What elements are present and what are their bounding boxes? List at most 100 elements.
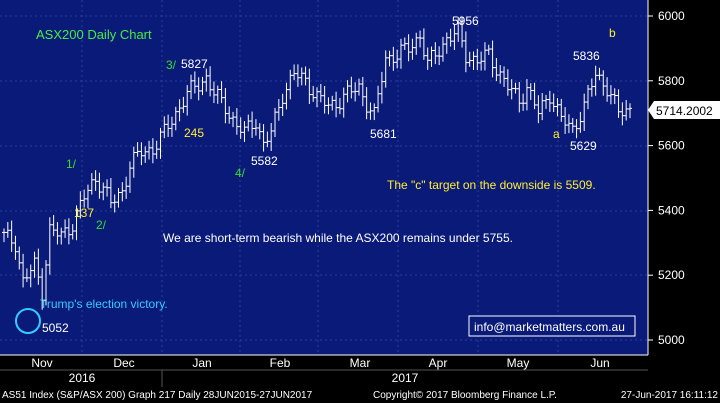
- year-label-2016: 2016: [69, 371, 96, 385]
- bearish-note: We are short-term bearish while the ASX2…: [163, 231, 513, 245]
- ohlc-bar: [208, 66, 213, 97]
- ohlc-bar: [605, 77, 610, 102]
- ohlc-bar: [299, 67, 304, 86]
- y-tick-label: 5400: [658, 203, 685, 217]
- ohlc-bar: [582, 93, 587, 131]
- ohlc-bar: [200, 76, 205, 96]
- x-tick-label: Nov: [31, 356, 52, 370]
- ohlc-bar: [231, 111, 236, 128]
- ohlc-bar: [280, 93, 285, 117]
- ohlc-bar: [242, 121, 247, 142]
- ohlc-bar: [55, 222, 60, 245]
- ohlc-bar: [612, 88, 617, 105]
- wave-label-2: 2/: [96, 218, 107, 232]
- election-note: Trump's election victory.: [40, 297, 168, 311]
- ohlc-bar: [181, 96, 186, 113]
- ohlc-bar: [124, 176, 129, 199]
- ohlc-bar: [265, 131, 270, 148]
- ohlc-bar: [547, 90, 552, 112]
- ohlc-bar: [196, 77, 201, 101]
- ohlc-bar: [349, 76, 354, 99]
- ohlc-bar: [89, 173, 94, 195]
- ohlc-bar: [337, 98, 342, 115]
- annotation-5827: 5827: [181, 57, 208, 71]
- ohlc-bar: [460, 16, 465, 48]
- ohlc-bar: [9, 220, 14, 252]
- ohlc-bar: [97, 172, 102, 199]
- ohlc-bar: [284, 82, 289, 110]
- ohlc-bar: [173, 106, 178, 131]
- ohlc-bar: [101, 182, 106, 201]
- ohlc-bar: [509, 79, 514, 100]
- ohlc-bar: [376, 85, 381, 113]
- annotation-5629: 5629: [570, 139, 597, 153]
- ohlc-bar: [402, 37, 407, 50]
- ohlc-bar: [303, 66, 308, 86]
- annotation-5681: 5681: [370, 127, 397, 141]
- ohlc-bar: [311, 85, 316, 102]
- ohlc-bar: [467, 51, 472, 67]
- ohlc-bar: [368, 102, 373, 120]
- footer-info: AS51 Index (S&P/ASX 200) Graph 217 Daily…: [2, 390, 313, 401]
- ohlc-bar: [620, 102, 625, 126]
- ohlc-bar: [177, 99, 182, 122]
- annotation-5836: 5836: [573, 49, 600, 63]
- ohlc-bar: [47, 217, 52, 275]
- plot-area: [0, 0, 648, 355]
- x-tick-label: Jun: [590, 356, 609, 370]
- ohlc-bar: [418, 30, 423, 48]
- footer-date: 27-Jun-2017 16:11:12: [621, 390, 719, 401]
- ohlc-bar: [147, 140, 152, 160]
- ohlc-bar: [555, 98, 560, 117]
- ohlc-bar: [238, 117, 243, 139]
- ohlc-bar: [93, 170, 98, 191]
- x-tick-label: Mar: [350, 356, 371, 370]
- ohlc-bar: [345, 80, 350, 103]
- ohlc-bar: [66, 218, 71, 245]
- footer-copyright: Copyright© 2017 Bloomberg Finance L.P.: [373, 390, 557, 401]
- ohlc-bar: [486, 44, 491, 56]
- ohlc-bar: [482, 42, 487, 71]
- email-box: [468, 315, 636, 337]
- ohlc-bar: [288, 69, 293, 100]
- ohlc-bar: [574, 119, 579, 139]
- ohlc-bar: [322, 85, 327, 114]
- ohlc-bar: [406, 34, 411, 62]
- ohlc-bar: [211, 81, 216, 104]
- ohlc-bar: [143, 146, 148, 163]
- ohlc-bar: [2, 228, 6, 243]
- ohlc-bar: [192, 71, 197, 94]
- ohlc-bar: [391, 46, 396, 71]
- ohlc-bar: [494, 58, 499, 82]
- ohlc-bar: [189, 74, 194, 100]
- email-link[interactable]: info@marketmatters.com.au: [474, 320, 625, 334]
- ohlc-bar: [13, 235, 18, 260]
- ohlc-bar: [85, 184, 90, 209]
- ohlc-bar: [326, 97, 331, 115]
- ohlc-bar: [593, 65, 598, 96]
- ohlc-bar: [421, 28, 426, 60]
- ohlc-bar: [40, 268, 45, 310]
- ohlc-bar: [353, 82, 358, 102]
- ohlc-bar: [108, 177, 113, 209]
- ohlc-bars: [2, 16, 632, 310]
- ohlc-bar: [437, 46, 442, 66]
- wave-label-4: 4/: [235, 166, 246, 180]
- ohlc-bar: [341, 87, 346, 118]
- ohlc-bar: [360, 76, 365, 107]
- ohlc-bar: [166, 114, 171, 137]
- y-tick-label: 5600: [658, 139, 685, 153]
- ohlc-bar: [307, 68, 312, 104]
- chart-title: ASX200 Daily Chart: [36, 27, 152, 42]
- ohlc-bar: [273, 107, 278, 138]
- y-tick-label: 5200: [658, 268, 685, 282]
- ohlc-bar: [295, 64, 300, 87]
- ohlc-bar: [475, 48, 480, 71]
- ohlc-bar: [425, 47, 430, 70]
- year-label-2017: 2017: [392, 371, 419, 385]
- ohlc-bar: [566, 114, 571, 134]
- ohlc-bar: [479, 51, 484, 71]
- ohlc-bar: [624, 99, 629, 121]
- ohlc-bar: [456, 16, 461, 42]
